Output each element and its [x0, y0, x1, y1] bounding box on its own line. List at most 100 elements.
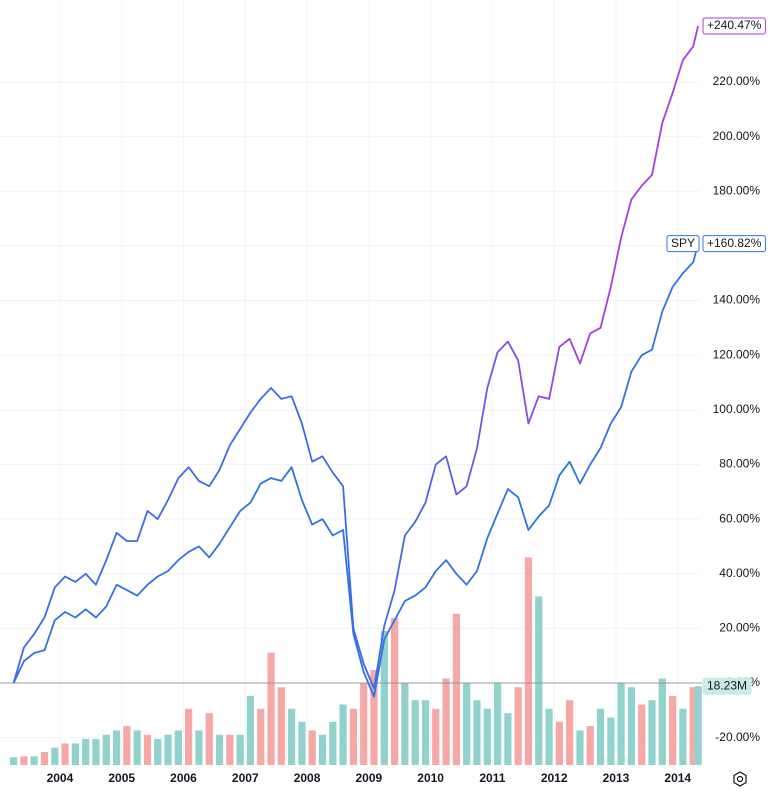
volume-bar: [246, 695, 255, 765]
volume-bar: [483, 708, 491, 765]
volume-bar: [463, 682, 471, 765]
y-tick-label: 200.00%: [713, 129, 761, 143]
volume-bar: [694, 686, 702, 765]
volume-bar: [390, 618, 399, 765]
volume-bar: [566, 700, 574, 765]
volume-bar: [555, 721, 563, 765]
y-tick-label: 80.00%: [719, 457, 760, 471]
x-tick-label: 2004: [47, 771, 74, 785]
volume-bar: [277, 687, 285, 765]
volume-bar: [669, 695, 677, 765]
volume-bar: [545, 708, 553, 765]
volume-bar: [339, 704, 347, 765]
volume-bar: [617, 682, 625, 765]
volume-bar: [257, 708, 265, 765]
volume-bar: [92, 739, 100, 765]
volume-bar: [30, 756, 38, 765]
volume-bar: [658, 678, 666, 765]
legend-label-box: [666, 235, 700, 253]
volume-bar: [318, 734, 327, 765]
volume-bar: [226, 734, 234, 765]
volume-bar: [288, 708, 296, 765]
volume-bar: [349, 708, 358, 765]
x-tick-label: 2012: [541, 771, 568, 785]
x-tick-label: 2007: [232, 771, 259, 785]
volume-bar: [504, 713, 512, 765]
volume-bar: [298, 721, 306, 765]
volume-bar: [236, 734, 244, 765]
y-tick-label: 220.00%: [713, 74, 761, 88]
volume-bar: [9, 757, 18, 765]
volume-bar: [205, 713, 213, 765]
volume-bar: [133, 730, 141, 765]
volume-bar: [473, 700, 481, 765]
end-value-label-box: [702, 235, 766, 253]
volume-bar: [421, 700, 430, 765]
end-value-label-box: [702, 17, 766, 35]
volume-bar: [123, 726, 131, 765]
volume-bar: [380, 631, 388, 765]
volume-bar: [102, 734, 110, 765]
volume-bar: [689, 687, 697, 765]
volume-bar: [576, 730, 584, 765]
y-tick-label: 40.00%: [719, 566, 760, 580]
volume-bar: [164, 734, 172, 765]
x-tick-label: 2005: [108, 771, 135, 785]
volume-bar: [185, 708, 193, 765]
settings-button[interactable]: [733, 771, 747, 787]
x-tick-label: 2006: [170, 771, 197, 785]
volume-bar: [51, 747, 59, 765]
volume-bar: [215, 734, 224, 765]
volume-bar: [154, 739, 162, 765]
volume-end-label: 18.23M: [707, 678, 747, 692]
plot: 2004 2005 2006 2007 2008 2009 2010 2011 2012 2013…: [0, 0, 760, 785]
x-tick-label: 2013: [603, 771, 630, 785]
series-line: [12, 243, 699, 698]
volume-end-label-box: [702, 677, 752, 695]
x-tick-label: 2008: [294, 771, 321, 785]
volume-bar: [586, 726, 594, 765]
volume-bar: [442, 678, 450, 765]
volume-bar: [432, 708, 440, 765]
volume-bar: [627, 687, 636, 765]
y-tick-label: 60.00%: [719, 511, 760, 525]
volume-bar: [370, 669, 378, 765]
volume-bar: [648, 700, 656, 765]
volume-bar: [452, 613, 461, 765]
volume-bar: [329, 721, 337, 765]
volume-bar: [596, 708, 605, 765]
volume-bar: [679, 708, 687, 765]
volume-bar: [195, 730, 203, 765]
volume-bar: [40, 752, 49, 765]
volume-bar: [82, 739, 90, 765]
volume-bar: [267, 652, 275, 765]
volume-bar: [112, 730, 121, 765]
end-value-label: +160.82%: [707, 236, 762, 250]
y-tick-label: 180.00%: [713, 183, 761, 197]
volume-bar: [61, 743, 69, 765]
volume-bar: [514, 687, 522, 765]
x-tick-label: 2011: [479, 771, 505, 785]
volume-bar: [20, 756, 28, 765]
volume-bar: [535, 596, 543, 765]
volume-bar: [143, 734, 152, 765]
series-line: [12, 25, 699, 690]
volume-bar: [174, 730, 182, 765]
y-tick-label: 120.00%: [713, 347, 761, 361]
y-tick-label: 20.00%: [719, 621, 760, 635]
end-value-label: +240.47%: [707, 18, 762, 32]
volume-bar: [308, 730, 316, 765]
volume-bar: [607, 717, 615, 765]
volume-bar: [71, 743, 79, 765]
volume-bar: [493, 682, 502, 765]
volume-bar: [411, 700, 419, 765]
legend-label: SPY: [671, 236, 695, 250]
x-tick-label: 2014: [664, 771, 691, 785]
volume-bar: [360, 682, 368, 765]
volume-bar: [524, 557, 533, 765]
y-tick-label: 140.00%: [713, 293, 761, 307]
volume-bar: [401, 682, 409, 765]
y-tick-label: -20.00%: [715, 730, 760, 744]
x-tick-label: 2009: [355, 771, 382, 785]
